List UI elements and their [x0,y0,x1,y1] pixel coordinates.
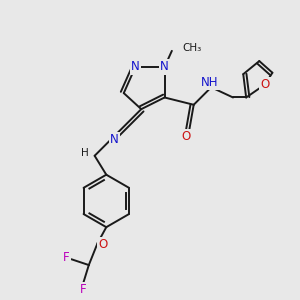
Text: O: O [98,238,107,251]
Text: F: F [63,251,69,264]
Text: O: O [260,78,270,91]
Text: N: N [131,60,140,74]
Text: N: N [110,133,118,146]
Text: F: F [80,283,86,296]
Text: NH: NH [201,76,218,88]
Text: N: N [160,60,169,74]
Text: CH₃: CH₃ [182,43,201,53]
Text: H: H [81,148,88,158]
Text: O: O [182,130,191,143]
